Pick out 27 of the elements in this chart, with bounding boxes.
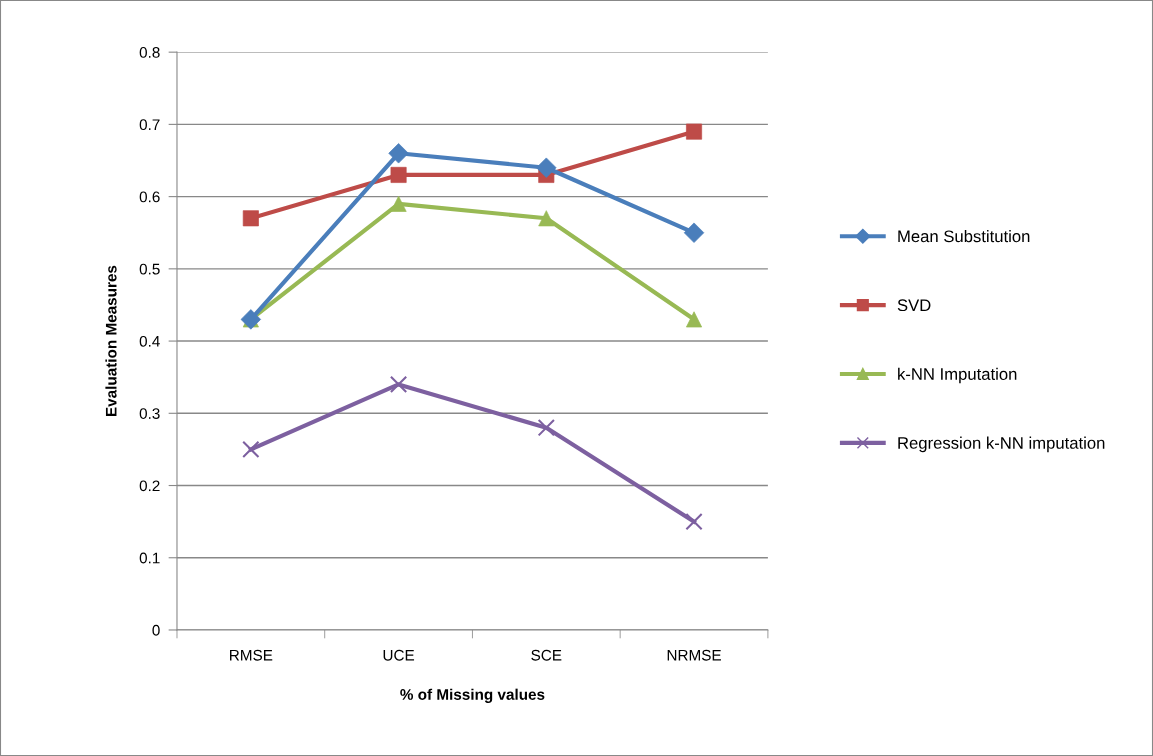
y-tick-label: 0	[152, 624, 160, 636]
x-tick-label: RMSE	[230, 649, 273, 661]
y-tick-label: 0.7	[139, 119, 160, 131]
y-tick-label: 0.4	[139, 335, 160, 347]
point	[536, 157, 557, 178]
x-tick-label: SCE	[531, 649, 562, 661]
point	[685, 512, 703, 531]
x-axis-title: % of Missing values	[400, 688, 545, 703]
x-tick-label: UCE	[383, 649, 415, 661]
legend-label: Mean Substitution	[898, 230, 1030, 243]
legend-label: SVD	[897, 299, 931, 312]
point	[390, 166, 407, 183]
point	[389, 375, 408, 394]
y-tick-label: 0.6	[139, 191, 160, 203]
y-tick-label: 0.2	[139, 480, 160, 492]
point	[388, 143, 409, 164]
point	[686, 123, 703, 140]
y-tick-label: 0.1	[139, 552, 160, 564]
point	[537, 419, 555, 437]
y-axis-title: Evaluation Measures	[105, 265, 117, 417]
point	[242, 440, 260, 459]
legend-label: Regression k-NN imputation	[898, 436, 1105, 453]
y-tick-label: 0.8	[139, 47, 160, 58]
y-tick-label: 0.3	[139, 408, 160, 419]
x-tick-label: NRMSE	[667, 649, 721, 661]
y-tick-label: 0.5	[139, 263, 160, 275]
legend-label: k-NN Imputation	[898, 367, 1017, 384]
